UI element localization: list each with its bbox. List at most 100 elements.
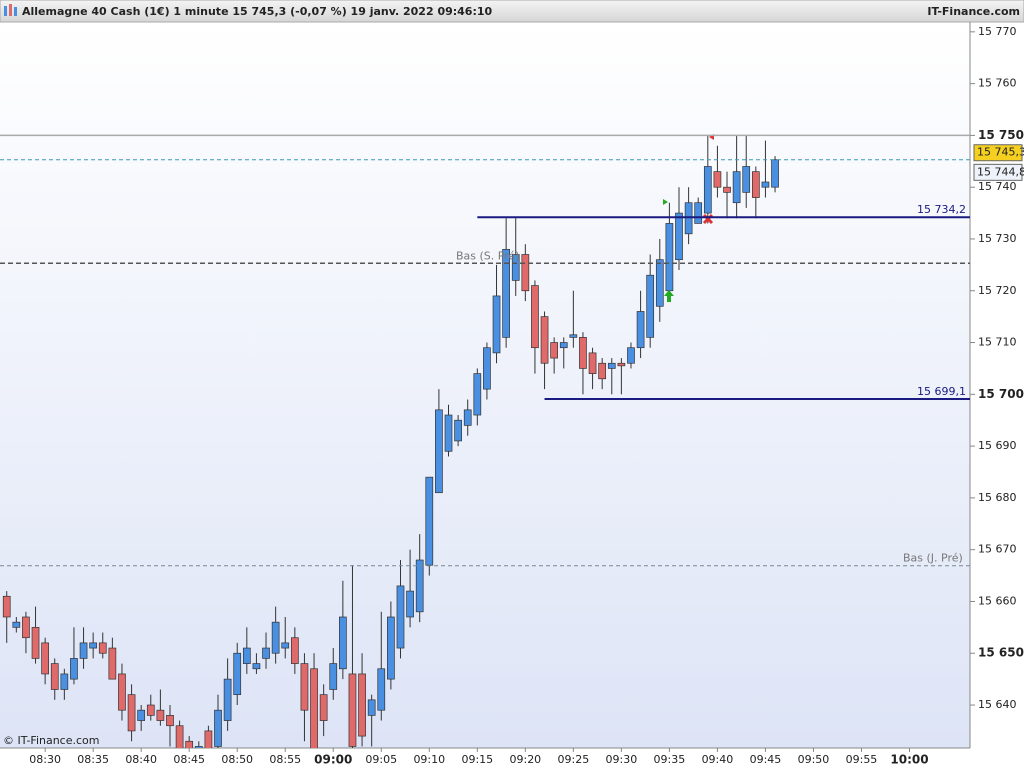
level-label: Bas (J. Pré): [903, 552, 963, 565]
candle-body: [703, 166, 712, 214]
level-label: 15 699,1: [917, 385, 966, 398]
candle-body: [473, 373, 482, 416]
candle-body: [396, 585, 405, 649]
y-tick-label: 15 660: [978, 594, 1017, 607]
candle-body: [415, 559, 424, 613]
x-tick-label: 08:45: [173, 753, 205, 766]
candle-body: [435, 409, 443, 494]
y-tick-label: 15 730: [978, 232, 1017, 245]
candle-body: [185, 740, 194, 748]
candle-body: [290, 637, 299, 664]
y-tick-label: 15 750: [978, 128, 1024, 142]
candle-body: [444, 414, 453, 452]
candle-body: [425, 476, 434, 566]
candle-body: [771, 159, 779, 188]
logo: [4, 4, 17, 16]
x-tick-label: 09:15: [461, 753, 493, 766]
candle-body: [531, 285, 539, 349]
candle-body: [675, 212, 683, 261]
x-tick-label: 09:25: [558, 753, 590, 766]
candle-body: [271, 621, 280, 654]
candle-body: [540, 316, 549, 364]
header: [0, 0, 1024, 23]
candle-body: [204, 730, 213, 748]
x-tick-label: 08:55: [269, 753, 301, 766]
candle-body: [89, 642, 98, 649]
candle-body: [223, 678, 232, 721]
candle-body: [751, 171, 760, 198]
candle-body: [339, 616, 347, 670]
price-tag: 15 745,3: [977, 146, 1024, 159]
candle-body: [655, 259, 664, 307]
candle-body: [262, 647, 270, 659]
y-tick-label: 15 700: [978, 387, 1024, 401]
candle-body: [98, 642, 107, 654]
candle-body: [156, 709, 165, 721]
candle-body: [492, 295, 501, 354]
candle-body: [723, 186, 731, 193]
candle-body: [579, 337, 587, 369]
y-tick-label: 15 690: [978, 439, 1017, 452]
candle-body: [646, 274, 655, 338]
plot: [2, 135, 779, 748]
candle-body: [598, 362, 607, 380]
candle-body: [761, 181, 770, 188]
price-tag-box: [973, 144, 1023, 162]
candle-body: [310, 668, 318, 748]
candle-body: [233, 652, 242, 696]
y-tick-label: 15 640: [978, 698, 1017, 711]
candle-body: [387, 616, 395, 680]
candle-body: [617, 362, 626, 367]
candle-body: [348, 673, 357, 747]
x-tick-label: 09:20: [509, 753, 541, 766]
price-tag: 15 744,8: [977, 165, 1024, 178]
candle-body: [367, 699, 376, 716]
x-tick-label: 09:00: [314, 753, 352, 767]
x-tick-label: 10:00: [890, 753, 928, 767]
candle-body: [281, 642, 290, 649]
x-tick-label: 09:55: [846, 753, 878, 766]
candle-body: [127, 694, 136, 732]
candle-body: [502, 248, 510, 338]
candle-body: [175, 725, 184, 748]
candle-body: [12, 621, 21, 628]
candle-body: [454, 419, 462, 442]
candle-body: [358, 673, 366, 737]
x-tick-label: 08:30: [29, 753, 61, 766]
signal-arrow: [664, 290, 674, 302]
y-tick-label: 15 740: [978, 180, 1017, 193]
candle-body: [636, 311, 645, 349]
x-tick-label: 08:35: [77, 753, 109, 766]
candle-body: [108, 647, 117, 680]
candle-body: [550, 342, 558, 359]
y-tick-label: 15 720: [978, 284, 1017, 297]
x-tick-label: 09:50: [798, 753, 830, 766]
candle-body: [300, 663, 309, 711]
candle-body: [569, 334, 578, 338]
x-tick-label: 08:50: [221, 753, 253, 766]
y-tick-label: 15 680: [978, 491, 1017, 504]
candle-body: [194, 746, 203, 748]
signal-up: [663, 199, 668, 205]
candle-body: [684, 202, 693, 235]
x-tick-label: 09:10: [413, 753, 445, 766]
candle-body: [2, 595, 11, 618]
candle-body: [252, 663, 261, 670]
candle-body: [31, 626, 40, 659]
candle-body: [511, 254, 520, 281]
candle-body: [79, 642, 88, 659]
candle-body: [146, 704, 155, 716]
candle-body: [60, 673, 69, 690]
x-tick-label: 09:05: [365, 753, 397, 766]
candle-body: [41, 642, 49, 675]
y-tick-label: 15 770: [978, 25, 1017, 38]
x-tick-label: 09:35: [654, 753, 686, 766]
candle-body: [50, 663, 59, 690]
candle-body: [627, 347, 635, 364]
price-tag-box: [973, 163, 1023, 181]
candle-body: [329, 663, 338, 690]
x-tick-label: 09:45: [750, 753, 782, 766]
candle-body: [137, 709, 146, 721]
